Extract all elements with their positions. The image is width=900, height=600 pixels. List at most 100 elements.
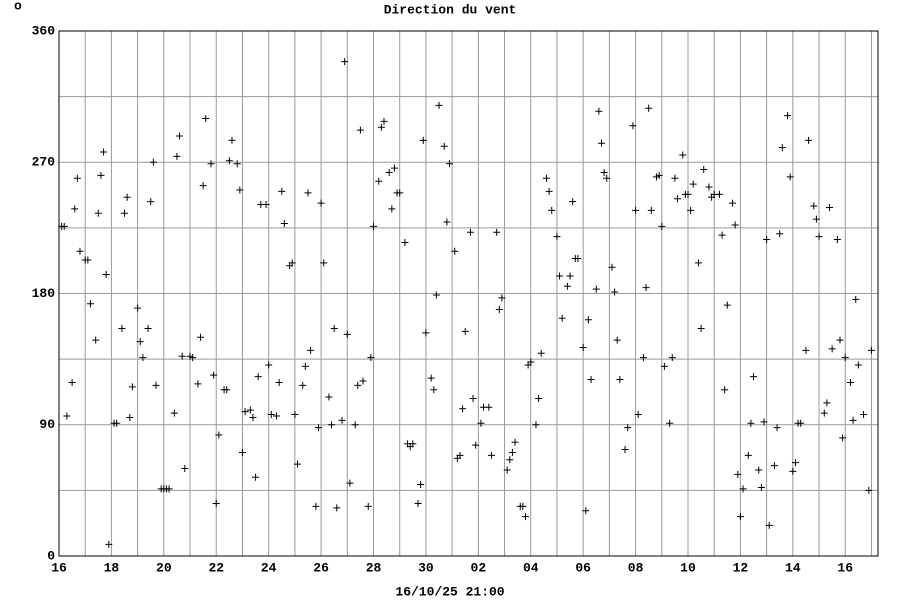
data-point (852, 295, 860, 303)
x-tick-label: 10 (680, 560, 696, 575)
data-point (828, 345, 836, 353)
data-point (655, 171, 663, 179)
data-point (84, 256, 92, 264)
data-point (721, 386, 729, 394)
data-point (152, 381, 160, 389)
data-point (341, 58, 349, 66)
data-point (252, 473, 260, 481)
data-point (293, 460, 301, 468)
data-point (789, 467, 797, 475)
data-point (563, 282, 571, 290)
data-point (582, 507, 590, 515)
data-point (532, 421, 540, 429)
data-point (390, 164, 398, 172)
data-point (621, 446, 629, 454)
data-point (377, 123, 385, 131)
data-point (118, 325, 126, 332)
data-point (265, 361, 273, 369)
data-point (134, 304, 142, 312)
y-tick-label: 90 (39, 417, 55, 432)
data-point (705, 183, 713, 191)
data-point (846, 378, 854, 386)
data-point (495, 306, 503, 314)
data-point (254, 373, 262, 381)
data-point (584, 316, 592, 324)
x-tick-label: 30 (418, 560, 434, 575)
data-point (388, 205, 396, 213)
data-point (430, 386, 438, 394)
data-point (802, 346, 810, 354)
data-point (776, 230, 784, 238)
data-point (369, 222, 377, 230)
data-point (291, 411, 299, 419)
data-point (128, 383, 136, 391)
data-point (548, 206, 556, 214)
x-tick-label: 26 (313, 560, 329, 575)
data-point (63, 412, 71, 420)
data-point (587, 376, 595, 384)
data-point (679, 151, 687, 159)
data-point (542, 174, 550, 182)
data-point (731, 221, 739, 229)
data-point (485, 403, 493, 411)
data-point (603, 174, 611, 182)
data-point (865, 486, 873, 494)
data-point (215, 431, 223, 439)
data-point (784, 112, 792, 120)
data-point (380, 117, 388, 125)
data-point (658, 222, 666, 230)
data-point (689, 180, 697, 188)
data-point (299, 381, 307, 389)
data-point (508, 448, 516, 456)
data-point (624, 424, 632, 432)
data-point (86, 300, 94, 308)
data-point (770, 462, 778, 470)
x-tick-label: 14 (785, 560, 801, 575)
data-point (579, 343, 587, 351)
data-point (849, 416, 857, 424)
data-point (574, 255, 582, 262)
data-point (314, 424, 322, 432)
x-tick-label: 04 (523, 560, 539, 575)
data-point (105, 540, 113, 548)
data-point (854, 361, 862, 369)
data-point (233, 160, 241, 168)
data-point (839, 434, 847, 442)
x-tick-label: 16 (837, 560, 853, 575)
data-point (466, 228, 474, 236)
data-point (820, 409, 828, 417)
data-point (700, 166, 708, 174)
data-point (396, 189, 404, 197)
data-point (121, 209, 129, 217)
data-point (739, 485, 747, 493)
data-point (867, 346, 875, 354)
data-point (304, 189, 312, 197)
data-point (267, 411, 275, 419)
data-point (833, 236, 841, 244)
data-point (592, 285, 600, 293)
data-point (456, 451, 464, 459)
data-point (660, 362, 668, 370)
data-point (451, 247, 459, 255)
data-point (826, 203, 834, 211)
data-point (417, 481, 425, 489)
data-point (246, 406, 254, 414)
data-point (71, 205, 79, 213)
y-tick-label: 360 (32, 23, 56, 38)
x-tick-label: 24 (261, 560, 277, 575)
data-point (385, 168, 393, 176)
data-point (375, 177, 383, 185)
data-point (537, 349, 545, 357)
data-point (325, 393, 333, 401)
data-point (210, 371, 218, 379)
data-point (715, 190, 723, 198)
data-point (815, 233, 823, 241)
data-point (354, 381, 362, 389)
data-point (73, 174, 81, 182)
data-point (797, 419, 805, 427)
data-point (810, 202, 818, 210)
data-point (477, 419, 485, 427)
data-point (493, 228, 501, 236)
data-point (262, 201, 270, 209)
data-point (503, 466, 511, 474)
